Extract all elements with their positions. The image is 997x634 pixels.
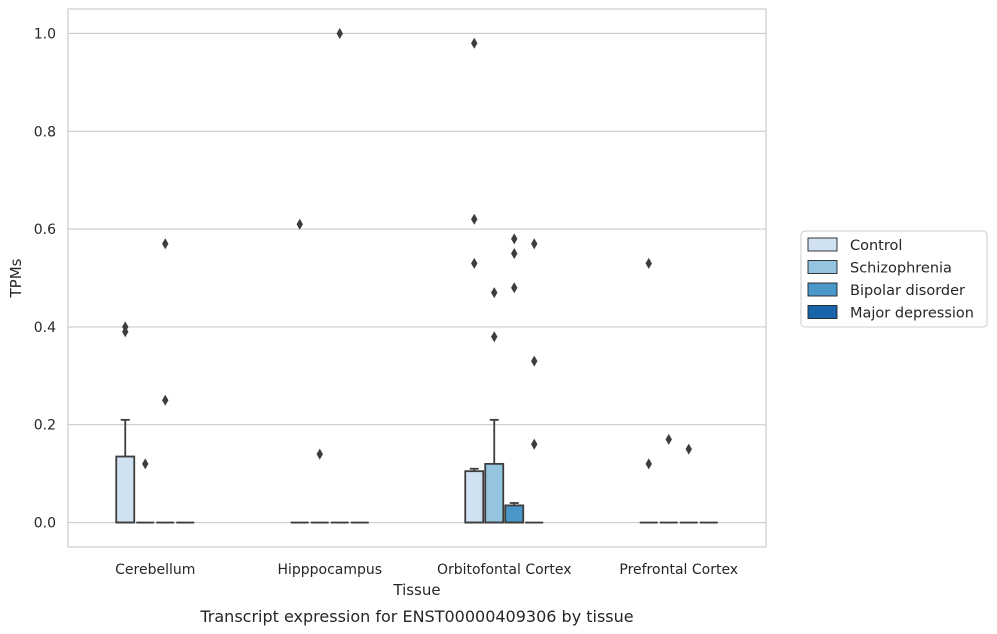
- legend-swatch: [807, 282, 838, 297]
- box-1: [659, 433, 678, 524]
- plot-frame: [67, 8, 767, 548]
- y-axis-label: TPMs: [7, 258, 25, 298]
- box-body: [504, 504, 525, 524]
- y-tick-labels: 0.0 0.2 0.4 0.6 0.8 1.0: [34, 26, 56, 531]
- outlier-point: [531, 438, 538, 450]
- y-tick-label: 0.8: [34, 124, 56, 140]
- outlier-point: [645, 257, 652, 269]
- box-1: [136, 458, 155, 524]
- outlier-point: [645, 458, 652, 470]
- outlier-point: [471, 213, 478, 225]
- x-tick-labels: Cerebellum Hipppocampus Orbitofontal Corte…: [115, 562, 738, 578]
- legend-label: Bipolar disorder: [850, 283, 965, 299]
- box-0: [290, 218, 309, 524]
- box-2: [156, 238, 175, 524]
- y-tick-label: 0.4: [34, 320, 56, 336]
- box-3: [525, 238, 544, 524]
- outlier-point: [511, 248, 518, 260]
- box-2: [504, 233, 525, 524]
- box-0: [464, 37, 485, 524]
- outlier-point: [471, 37, 478, 49]
- outlier-point: [471, 257, 478, 269]
- category-group: [290, 27, 369, 524]
- legend-label: Control: [850, 238, 902, 254]
- box-0: [115, 321, 136, 524]
- x-axis-label: Tissue: [392, 581, 440, 599]
- outlier-point: [316, 448, 323, 460]
- outlier-point: [531, 355, 538, 367]
- box-2: [679, 443, 698, 524]
- outlier-point: [162, 238, 169, 250]
- legend: Control Schizophrenia Bipolar disorder Majo…: [800, 230, 988, 328]
- box-0: [639, 257, 658, 524]
- outlier-point: [665, 433, 672, 445]
- outlier-point: [511, 233, 518, 245]
- box-body: [484, 462, 505, 524]
- outlier-point: [491, 331, 498, 343]
- box-body: [464, 470, 485, 524]
- legend-label: Schizophrenia: [850, 261, 952, 277]
- legend-frame: [800, 230, 988, 328]
- box-1: [484, 287, 505, 524]
- y-tick-label: 0.6: [34, 222, 56, 238]
- outlier-point: [491, 287, 498, 299]
- outlier-point: [531, 238, 538, 250]
- plot-background: [68, 9, 766, 547]
- category-group: [464, 37, 544, 524]
- chart-caption: Transcript expression for ENST0000040930…: [199, 607, 633, 626]
- y-tick-label: 0.2: [34, 418, 56, 434]
- category-group: [115, 238, 195, 524]
- category-group: [639, 257, 718, 524]
- outlier-point: [336, 27, 343, 39]
- y-tick-label: 1.0: [34, 26, 56, 42]
- box-2: [330, 27, 349, 524]
- legend-swatch: [807, 237, 838, 252]
- x-tick-label: Orbitofontal Cortex: [437, 562, 572, 578]
- y-tick-label: 0.0: [34, 516, 56, 532]
- outlier-point: [162, 394, 169, 406]
- outlier-point: [685, 443, 692, 455]
- box-1: [310, 448, 329, 524]
- legend-swatch: [807, 260, 838, 274]
- box-groups: [115, 27, 718, 524]
- outlier-point: [511, 282, 518, 294]
- x-tick-label: Prefrontal Cortex: [619, 562, 738, 578]
- box-body: [115, 455, 136, 524]
- legend-label: Major depression: [850, 306, 974, 322]
- x-tick-label: Cerebellum: [115, 562, 195, 578]
- outlier-point: [122, 321, 129, 333]
- x-tick-label: Hipppocampus: [277, 562, 382, 578]
- outlier-point: [142, 458, 149, 470]
- outlier-point: [296, 218, 303, 230]
- legend-swatch: [807, 305, 838, 319]
